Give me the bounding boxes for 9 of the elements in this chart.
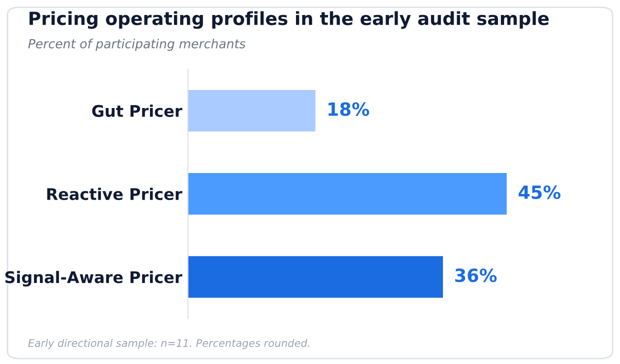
chart-subtitle: Percent of participating merchants — [28, 38, 246, 51]
y-tick-label: Signal-Aware Pricer — [5, 270, 182, 286]
data-label: 18% — [328, 102, 370, 116]
data-label: 36% — [455, 268, 497, 282]
y-tick-label: Gut Pricer — [92, 104, 182, 118]
y-tick-label: Reactive Pricer — [47, 188, 182, 200]
chart-title: Pricing operating profiles in the early audit sample — [30, 11, 549, 29]
data-label: 45% — [518, 185, 560, 200]
text: Early directional sample: n=11. Percentages rounded. — [28, 338, 310, 350]
